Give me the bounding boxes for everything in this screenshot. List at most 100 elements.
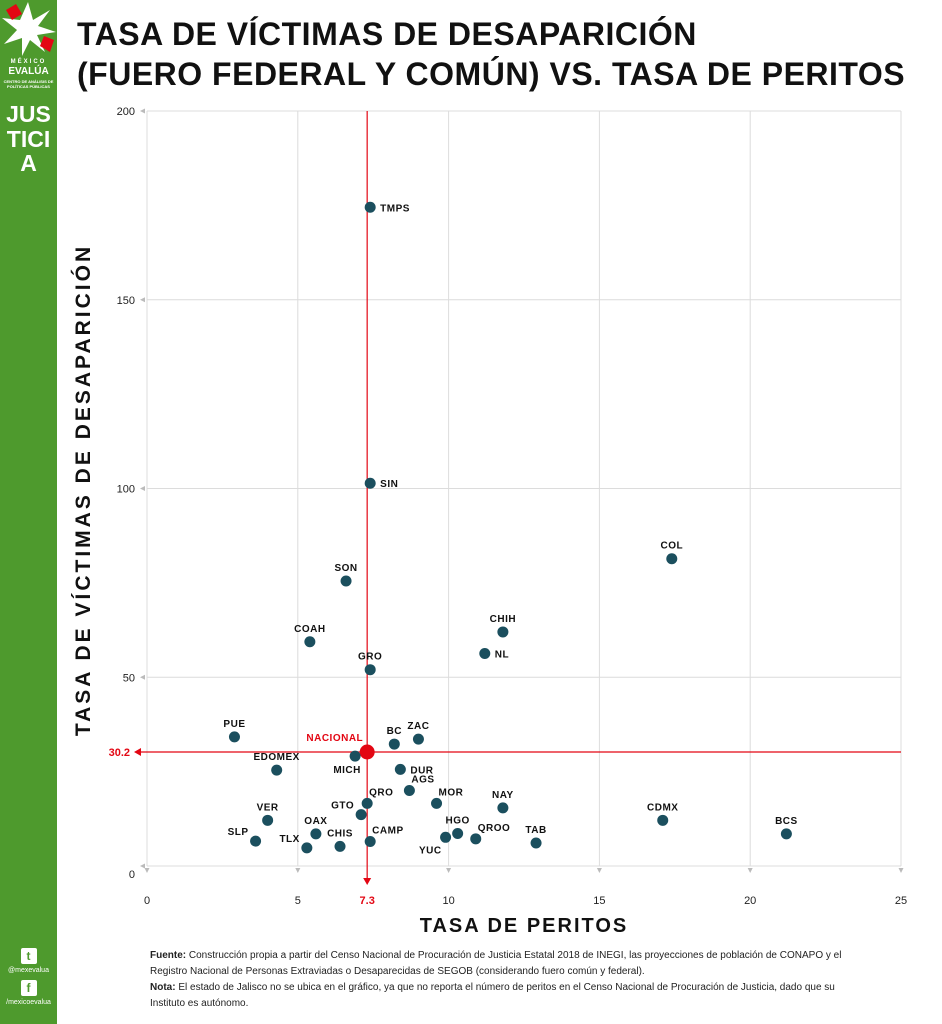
data-point-label: SLP xyxy=(228,827,249,838)
data-point-ags xyxy=(403,785,415,796)
data-point-label: CHIH xyxy=(490,614,516,625)
x-tick-arrow xyxy=(295,868,301,873)
data-point-label: GTO xyxy=(331,801,354,812)
twitter-icon: t xyxy=(20,948,37,964)
x-tick-label: 20 xyxy=(744,895,756,907)
data-point-oax xyxy=(310,828,322,840)
x-tick-arrow xyxy=(747,868,753,873)
data-point-chis xyxy=(334,840,346,852)
data-point-label: COAH xyxy=(294,624,325,635)
data-point-qroo xyxy=(470,833,482,845)
y-tick-label: 150 xyxy=(117,295,135,307)
data-point-label: SIN xyxy=(380,479,398,490)
source-text: Construcción propia a partir del Censo N… xyxy=(150,950,842,977)
reference-point-label: NACIONAL xyxy=(306,733,363,744)
footnote-source: Fuente: Construcción propia a partir del… xyxy=(150,948,850,980)
data-point-label: GRO xyxy=(358,652,382,663)
data-point-label: DUR xyxy=(410,765,433,776)
y-tick-label: 0 xyxy=(129,869,135,881)
data-point-yuc xyxy=(440,831,452,843)
reference-x-arrow xyxy=(363,878,372,885)
chart-title: TASA DE VÍCTIMAS DE DESAPARICIÓN (FUERO … xyxy=(77,14,905,94)
x-tick-label: 10 xyxy=(442,895,454,907)
data-point-label: OAX xyxy=(304,816,327,827)
data-point-dur xyxy=(394,763,406,775)
data-point-bcs xyxy=(780,828,792,840)
facebook-link[interactable]: f /mexicoevalua xyxy=(0,980,57,1006)
reference-y-label: 30.2 xyxy=(109,747,130,759)
x-axis-title: TASA DE PERITOS xyxy=(420,915,629,937)
footnote: Fuente: Construcción propia a partir del… xyxy=(150,948,850,1012)
y-tick-arrow xyxy=(140,486,145,491)
note-label: Nota: xyxy=(150,982,176,993)
y-axis-title: TASA DE VÍCTIMAS DE DESAPARICIÓN xyxy=(71,244,95,736)
x-tick-label: 0 xyxy=(144,895,150,907)
data-point-slp xyxy=(250,835,262,847)
data-points: TMPS SIN COL SON CHIH COAH NL GRO PUE ZAC BC MICH ED… xyxy=(223,201,798,856)
data-point-label: MOR xyxy=(439,787,464,798)
data-point-label: QROO xyxy=(478,823,511,834)
y-tick-label: 100 xyxy=(117,484,135,496)
x-tick-arrow xyxy=(144,868,150,873)
data-point-label: TAB xyxy=(525,825,546,836)
data-point-label: HGO xyxy=(446,816,470,827)
data-point-label: BC xyxy=(387,726,402,737)
data-point-tlx xyxy=(301,842,313,854)
data-point-label: VER xyxy=(257,802,279,813)
data-point-label: TLX xyxy=(279,834,299,845)
grid xyxy=(146,110,902,867)
data-point-label: COL xyxy=(660,541,683,552)
data-point-chih xyxy=(497,626,509,638)
data-point-label: NL xyxy=(495,649,509,660)
brand-small: MÉXICO xyxy=(10,59,47,65)
title-line-1: TASA DE VÍCTIMAS DE DESAPARICIÓN xyxy=(77,16,697,52)
data-point-coah xyxy=(304,636,316,648)
data-point-sin xyxy=(364,477,376,489)
data-point-bc xyxy=(388,738,400,750)
data-point-son xyxy=(340,575,352,587)
data-point-tab xyxy=(530,837,542,849)
data-point-hgo xyxy=(452,828,464,840)
data-point-label: BCS xyxy=(775,816,798,827)
data-point-label: CDMX xyxy=(647,802,678,813)
data-point-mor xyxy=(431,797,443,809)
data-point-gro xyxy=(364,664,376,676)
data-point-label: YUC xyxy=(419,845,442,856)
data-point-nl xyxy=(479,647,491,659)
twitter-link[interactable]: t @mexevalua xyxy=(0,948,57,974)
y-tick-arrow xyxy=(140,108,145,114)
x-tick-arrow xyxy=(898,868,904,873)
data-point-col xyxy=(666,553,678,565)
y-tick-label: 50 xyxy=(123,672,135,684)
data-point-nay xyxy=(497,802,509,814)
y-tick-arrow xyxy=(140,863,145,869)
data-point-label: NAY xyxy=(492,790,514,801)
x-tick-label: 5 xyxy=(295,895,301,907)
x-tick-arrow xyxy=(596,868,602,873)
data-point-label: EDOMEX xyxy=(254,752,300,763)
y-tick-label: 200 xyxy=(117,106,135,118)
axes: 0 5 10 15 20 25 0 50 100 150 200 xyxy=(117,106,907,907)
x-tick-arrow xyxy=(446,868,452,873)
data-point-mich xyxy=(349,750,361,762)
scatter-chart: 0 5 10 15 20 25 0 50 100 150 200 7.3 30.2 NACIONAL T… xyxy=(71,106,907,937)
x-tick-label: 15 xyxy=(593,895,605,907)
y-tick-arrow xyxy=(140,297,145,303)
data-point-qro xyxy=(361,797,373,809)
section-label: JUSTICIA xyxy=(6,101,51,176)
y-tick-arrow xyxy=(140,674,145,680)
data-point-label: TMPS xyxy=(380,203,410,214)
data-point-tmps xyxy=(364,201,376,213)
title-line-2: (FUERO FEDERAL Y COMÚN) VS. TASA DE PERI… xyxy=(77,56,906,92)
data-point-edomex xyxy=(271,764,283,776)
reference-y-arrow xyxy=(134,747,141,756)
data-point-label: ZAC xyxy=(407,721,429,732)
mexico-evalua-logo-icon xyxy=(2,2,56,56)
source-label: Fuente: xyxy=(150,950,187,961)
data-point-label: SON xyxy=(334,563,357,574)
sidebar: MÉXICO EVALÚA CENTRO DE ANÁLISIS DE POLÍ… xyxy=(0,0,57,1024)
data-point-cdmx xyxy=(657,814,669,826)
data-point-label: AGS xyxy=(411,775,434,786)
x-tick-label: 25 xyxy=(895,895,907,907)
data-point-label: CAMP xyxy=(372,825,403,836)
